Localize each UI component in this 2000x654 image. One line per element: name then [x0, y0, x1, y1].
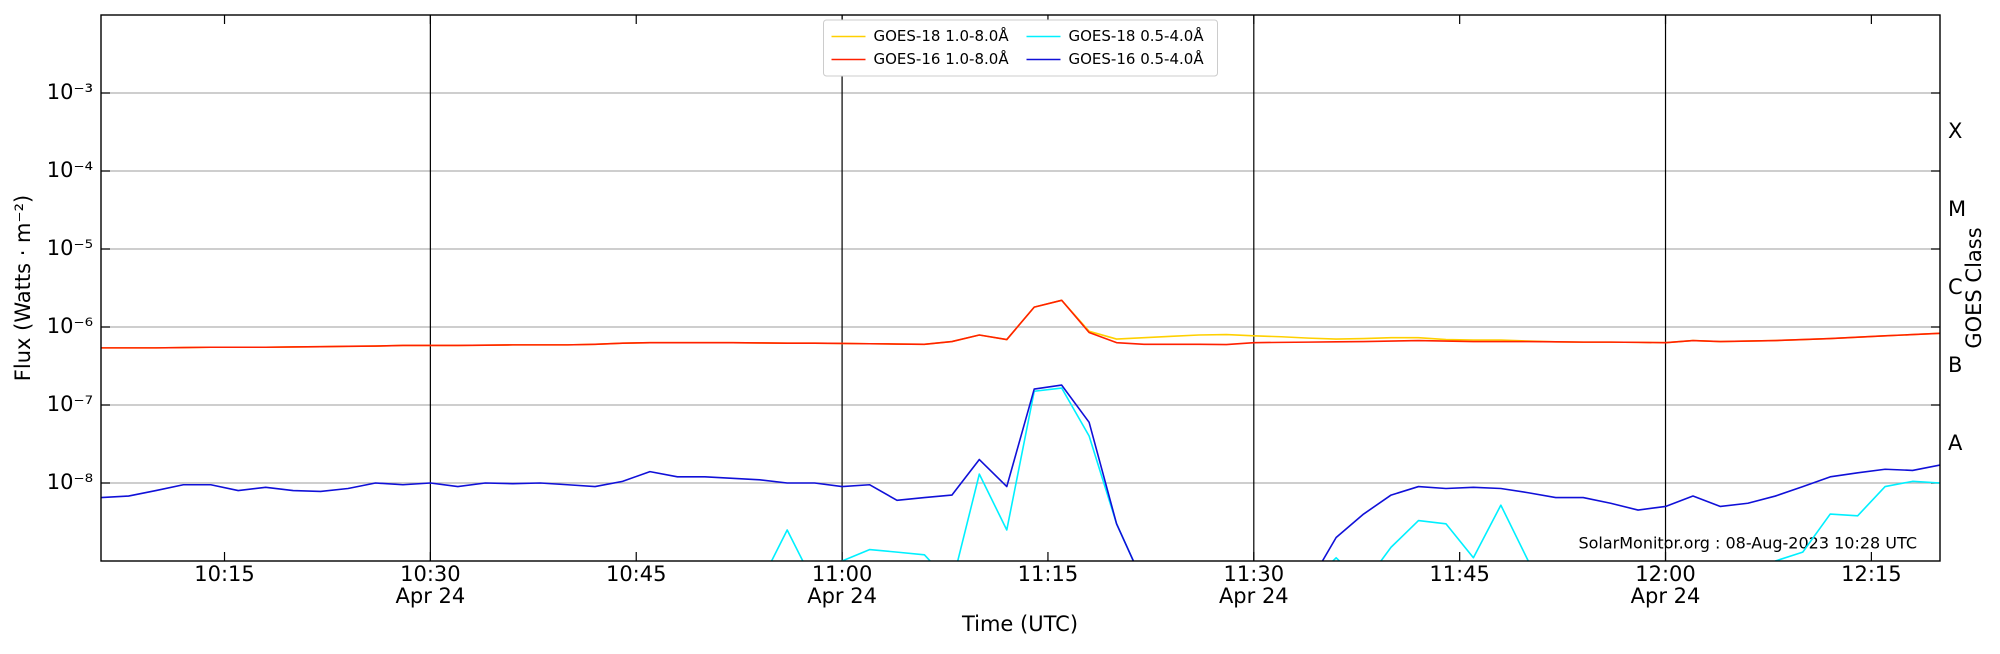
- x-tick-label: 10:15: [194, 562, 255, 586]
- y2-axis-label: GOES Class: [1962, 227, 1986, 348]
- y2-tick-label: C: [1948, 275, 1963, 299]
- x-tick-label: 12:15: [1841, 562, 1902, 586]
- legend-label: GOES-16 1.0-8.0Å: [874, 49, 1010, 68]
- y-tick-label: 10⁻⁸: [47, 470, 93, 494]
- y-tick-label: 10⁻⁷: [47, 392, 93, 416]
- x-tick-label: 12:00: [1635, 562, 1696, 586]
- annotation: SolarMonitor.org : 08-Aug-2023 10:28 UTC: [1578, 534, 1917, 553]
- y2-tick-label: X: [1948, 119, 1962, 143]
- x-tick-label: 11:00: [812, 562, 873, 586]
- y2-tick-label: A: [1948, 431, 1963, 455]
- legend-box: [823, 19, 1218, 77]
- x-axis-label: Time (UTC): [961, 612, 1078, 636]
- y2-tick-label: M: [1948, 197, 1966, 221]
- series-line: [770, 387, 1940, 561]
- x-tick-label: 11:45: [1429, 562, 1490, 586]
- x-tick-label: 10:30: [400, 562, 461, 586]
- series-line: [101, 299, 1940, 349]
- x-tick-date: Apr 24: [396, 584, 466, 608]
- y-axis-label: Flux (Watts · m⁻²): [11, 195, 35, 381]
- x-tick-label: 10:45: [606, 562, 667, 586]
- x-tick-label: 11:15: [1018, 562, 1079, 586]
- x-tick-date: Apr 24: [1631, 584, 1701, 608]
- plot-area: [101, 299, 1940, 561]
- legend-label: GOES-18 0.5-4.0Å: [1069, 26, 1205, 45]
- legend-label: GOES-18 1.0-8.0Å: [874, 26, 1010, 45]
- y2-tick-label: B: [1948, 353, 1962, 377]
- y-tick-label: 10⁻⁵: [47, 236, 93, 260]
- y-tick-label: 10⁻³: [47, 80, 93, 104]
- y-tick-label: 10⁻⁴: [47, 158, 93, 182]
- x-tick-date: Apr 24: [1219, 584, 1289, 608]
- legend-label: GOES-16 0.5-4.0Å: [1069, 49, 1205, 68]
- x-tick-date: Apr 24: [807, 584, 877, 608]
- y-tick-label: 10⁻⁶: [47, 314, 93, 338]
- plot-frame: [100, 14, 1941, 562]
- series-line: [101, 384, 1940, 561]
- x-tick-label: 11:30: [1224, 562, 1285, 586]
